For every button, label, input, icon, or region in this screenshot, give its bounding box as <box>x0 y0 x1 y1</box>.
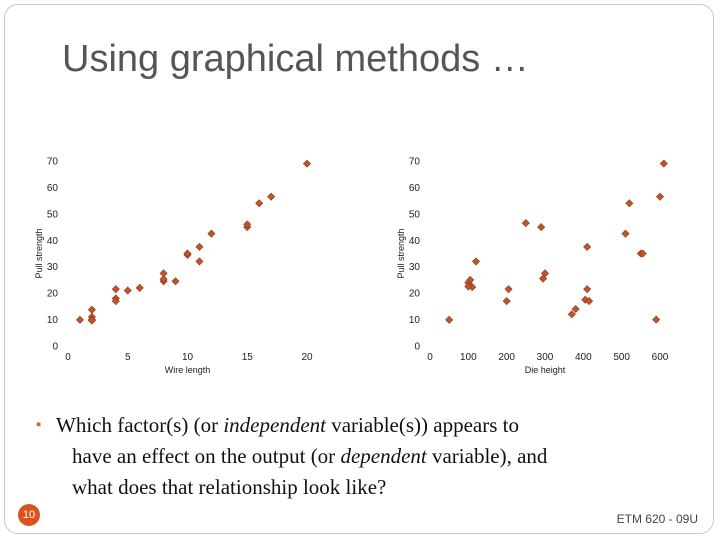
data-point <box>195 242 204 251</box>
data-point <box>625 199 634 208</box>
footer-course-code: ETM 620 - 09U <box>616 512 698 526</box>
y-tick-label: 60 <box>47 183 59 194</box>
x-tick-label: 15 <box>242 352 254 363</box>
data-point <box>87 305 96 314</box>
question-line-2-pre: have an effect on the output (or <box>72 444 341 468</box>
y-tick-label: 20 <box>47 289 59 300</box>
y-tick-label: 0 <box>414 342 420 353</box>
data-point <box>255 199 264 208</box>
question-line-1-em: independent <box>223 413 326 437</box>
y-tick-label: 30 <box>409 262 421 273</box>
x-tick-label: 200 <box>498 352 515 363</box>
data-point <box>123 286 132 295</box>
x-tick-label: 600 <box>652 352 669 363</box>
data-point <box>159 275 168 284</box>
page-number-badge: 10 <box>18 504 40 526</box>
x-axis-label: Wire length <box>165 365 211 375</box>
x-tick-label: 20 <box>301 352 313 363</box>
data-point <box>87 316 96 325</box>
data-point <box>171 277 180 286</box>
y-tick-label: 50 <box>47 209 59 220</box>
data-point <box>652 315 661 324</box>
data-point <box>207 229 216 238</box>
data-point <box>537 223 546 232</box>
bullet-icon: ▪ <box>36 417 42 433</box>
data-point <box>567 310 576 319</box>
question-line-2-post: variable), and <box>426 444 548 468</box>
y-tick-label: 20 <box>409 289 421 300</box>
data-point <box>464 282 473 291</box>
x-tick-label: 100 <box>460 352 477 363</box>
data-point <box>583 285 592 294</box>
data-point <box>471 257 481 266</box>
x-tick-label: 5 <box>125 352 131 363</box>
data-point <box>466 275 475 284</box>
x-tick-label: 400 <box>575 352 592 363</box>
y-tick-label: 70 <box>409 157 421 168</box>
question-line-1: Which factor(s) (or independent variable… <box>56 410 696 441</box>
x-tick-label: 500 <box>613 352 630 363</box>
question-line-2-em: dependent <box>340 444 427 468</box>
data-point <box>159 269 168 278</box>
data-point <box>521 219 530 228</box>
data-point <box>111 285 120 294</box>
data-point <box>135 283 144 292</box>
data-point <box>445 315 454 324</box>
y-tick-label: 10 <box>409 315 421 326</box>
data-point <box>621 229 630 238</box>
y-tick-label: 60 <box>409 183 421 194</box>
x-tick-label: 0 <box>427 352 433 363</box>
data-point <box>75 315 84 324</box>
y-axis-label: Pull strength <box>396 228 406 278</box>
data-point <box>638 249 647 258</box>
x-tick-label: 300 <box>537 352 554 363</box>
data-point <box>302 159 312 168</box>
question-line-3: what does that relationship look like? <box>72 475 387 499</box>
y-tick-label: 40 <box>47 236 59 247</box>
question-line-1-pre: Which factor(s) (or <box>56 413 224 437</box>
data-point <box>267 192 276 201</box>
data-point <box>583 242 592 251</box>
x-axis-label: Die height <box>525 365 566 375</box>
data-point <box>502 297 511 306</box>
data-point <box>571 304 580 314</box>
question-line-2: have an effect on the output (or depende… <box>56 441 696 472</box>
data-point <box>539 274 548 283</box>
y-tick-label: 50 <box>409 209 421 220</box>
y-tick-label: 30 <box>47 262 59 273</box>
data-point <box>183 249 192 258</box>
data-point <box>659 159 668 168</box>
y-tick-label: 0 <box>52 342 58 353</box>
question-line-1-post: variable(s)) appears to <box>325 413 519 437</box>
y-tick-label: 40 <box>409 236 421 247</box>
x-tick-label: 0 <box>65 352 71 363</box>
slide-title: Using graphical methods … <box>62 38 529 80</box>
y-axis-label: Pull strength <box>34 228 44 278</box>
question-text: ▪ Which factor(s) (or independent variab… <box>36 410 696 503</box>
slide-frame <box>4 4 714 534</box>
y-tick-label: 10 <box>47 315 59 326</box>
x-tick-label: 10 <box>182 352 194 363</box>
data-point <box>655 192 665 201</box>
data-point <box>195 257 204 266</box>
data-point <box>243 220 252 229</box>
data-point <box>585 297 594 306</box>
y-tick-label: 70 <box>47 157 59 168</box>
data-point <box>111 297 120 306</box>
data-point <box>504 285 513 294</box>
